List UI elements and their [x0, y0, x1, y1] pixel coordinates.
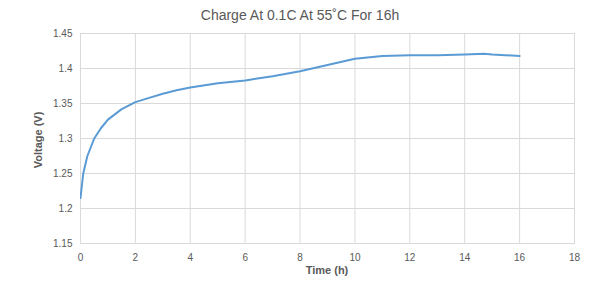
svg-text:2: 2 — [133, 252, 139, 263]
svg-text:12: 12 — [404, 252, 416, 263]
svg-text:1.25: 1.25 — [53, 168, 73, 179]
svg-text:14: 14 — [459, 252, 471, 263]
html-text:Charge At 0.1C At 55˚C For 16h: Charge At 0.1C At 55˚C For 16h — [200, 7, 400, 23]
svg-text:1.4: 1.4 — [59, 63, 73, 74]
svg-text:1.2: 1.2 — [59, 203, 73, 214]
svg-text:6: 6 — [242, 252, 248, 263]
svg-text:1.35: 1.35 — [53, 98, 73, 109]
svg-text:4: 4 — [187, 252, 193, 263]
svg-text:8: 8 — [297, 252, 303, 263]
svg-text:16: 16 — [514, 252, 526, 263]
html-text:Voltage (V): Voltage (V) — [32, 111, 44, 169]
svg-text:18: 18 — [569, 252, 581, 263]
svg-text:1.45: 1.45 — [53, 28, 73, 39]
svg-text:1.15: 1.15 — [53, 238, 73, 249]
html-text:Time (h): Time (h) — [305, 264, 349, 276]
svg-text:0: 0 — [78, 252, 84, 263]
svg-text:10: 10 — [349, 252, 361, 263]
svg-text:1.3: 1.3 — [59, 133, 73, 144]
